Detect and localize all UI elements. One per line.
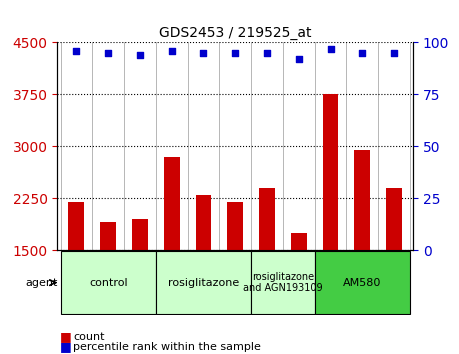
Bar: [132, 219, 148, 354]
Text: agent: agent: [26, 278, 58, 287]
Bar: [386, 188, 402, 354]
Point: [73, 48, 80, 53]
Text: rosiglitazone: rosiglitazone: [168, 278, 239, 287]
Bar: [196, 195, 212, 354]
Point: [327, 46, 334, 52]
FancyBboxPatch shape: [156, 251, 251, 314]
Bar: [100, 222, 116, 354]
Bar: [354, 150, 370, 354]
Bar: [68, 202, 84, 354]
Text: ■: ■: [60, 330, 72, 343]
Bar: [227, 202, 243, 354]
Bar: [323, 95, 338, 354]
Text: control: control: [89, 278, 128, 287]
Point: [390, 50, 397, 56]
Bar: [259, 188, 275, 354]
Text: rosiglitazone
and AGN193109: rosiglitazone and AGN193109: [243, 272, 323, 293]
FancyBboxPatch shape: [314, 251, 410, 314]
FancyBboxPatch shape: [61, 251, 156, 314]
Point: [200, 50, 207, 56]
FancyBboxPatch shape: [251, 251, 314, 314]
Point: [263, 50, 271, 56]
Text: count: count: [73, 332, 105, 342]
Title: GDS2453 / 219525_at: GDS2453 / 219525_at: [159, 26, 312, 40]
Text: percentile rank within the sample: percentile rank within the sample: [73, 342, 261, 353]
Point: [358, 50, 366, 56]
Point: [295, 56, 302, 62]
Bar: [164, 157, 179, 354]
Bar: [291, 233, 307, 354]
Text: ■: ■: [60, 341, 72, 353]
Point: [136, 52, 144, 58]
Point: [105, 50, 112, 56]
Text: AM580: AM580: [343, 278, 381, 287]
Point: [232, 50, 239, 56]
Point: [168, 48, 175, 53]
